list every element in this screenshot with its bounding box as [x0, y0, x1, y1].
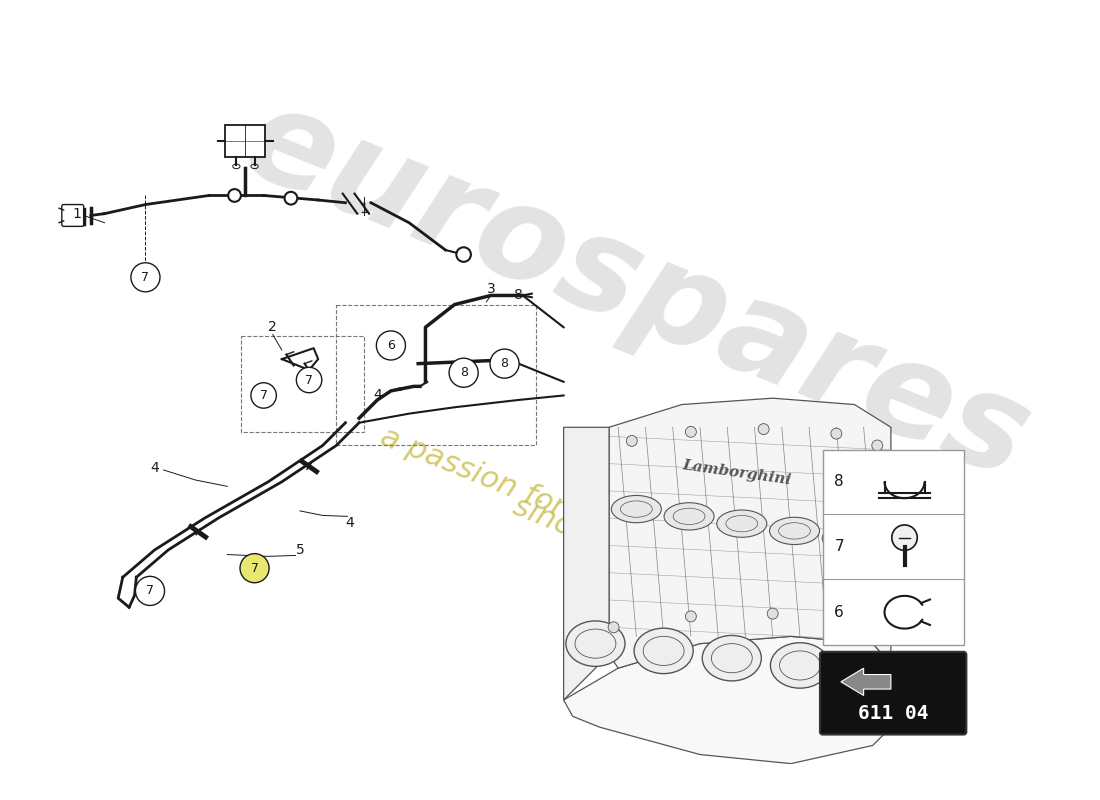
Circle shape — [376, 331, 406, 360]
FancyBboxPatch shape — [823, 450, 964, 646]
Text: 4: 4 — [151, 461, 158, 475]
Text: 6: 6 — [834, 605, 844, 620]
Text: 611 04: 611 04 — [858, 704, 928, 723]
Text: 6: 6 — [387, 339, 395, 352]
Text: since 1985: since 1985 — [508, 492, 673, 581]
Text: 4: 4 — [345, 516, 354, 530]
Circle shape — [768, 608, 778, 619]
Text: a passion for: a passion for — [376, 422, 569, 523]
Circle shape — [240, 554, 270, 582]
Text: 1: 1 — [360, 202, 368, 216]
Circle shape — [892, 525, 917, 550]
Text: 3: 3 — [486, 282, 495, 296]
FancyBboxPatch shape — [820, 652, 966, 734]
Text: 8: 8 — [834, 474, 844, 490]
Text: 7: 7 — [146, 585, 154, 598]
Ellipse shape — [634, 628, 693, 674]
Polygon shape — [840, 668, 891, 695]
Circle shape — [228, 189, 241, 202]
Ellipse shape — [612, 495, 661, 522]
Text: 7: 7 — [142, 270, 150, 284]
Circle shape — [758, 424, 769, 434]
Ellipse shape — [717, 510, 767, 538]
Circle shape — [456, 247, 471, 262]
FancyBboxPatch shape — [226, 125, 265, 158]
Text: eurospares: eurospares — [226, 76, 1047, 506]
Circle shape — [285, 192, 297, 205]
Text: 7: 7 — [305, 374, 314, 386]
Text: 8: 8 — [460, 366, 467, 379]
Polygon shape — [563, 427, 609, 700]
Circle shape — [135, 576, 165, 606]
Ellipse shape — [823, 525, 872, 552]
Text: 1: 1 — [73, 206, 81, 221]
Circle shape — [490, 349, 519, 378]
Text: 8: 8 — [500, 357, 508, 370]
Ellipse shape — [770, 518, 820, 545]
Text: 5: 5 — [296, 543, 305, 557]
Text: 7: 7 — [251, 562, 258, 574]
Circle shape — [685, 426, 696, 438]
Circle shape — [685, 611, 696, 622]
Text: Lamborghini: Lamborghini — [681, 458, 792, 487]
Circle shape — [251, 382, 276, 408]
Circle shape — [131, 262, 160, 292]
Circle shape — [849, 613, 860, 624]
Ellipse shape — [702, 635, 761, 681]
Text: 7: 7 — [834, 539, 844, 554]
Text: 4: 4 — [373, 389, 382, 402]
Circle shape — [449, 358, 478, 387]
Circle shape — [830, 428, 842, 439]
Circle shape — [872, 440, 882, 451]
Circle shape — [883, 629, 894, 640]
Circle shape — [626, 435, 637, 446]
Ellipse shape — [770, 642, 829, 688]
FancyBboxPatch shape — [62, 205, 84, 226]
Ellipse shape — [664, 502, 714, 530]
Text: 2: 2 — [268, 320, 277, 334]
Ellipse shape — [565, 621, 625, 666]
Circle shape — [608, 622, 619, 633]
Text: 7: 7 — [260, 389, 267, 402]
Text: 8: 8 — [514, 289, 522, 302]
Circle shape — [296, 367, 322, 393]
Polygon shape — [609, 398, 891, 668]
Polygon shape — [563, 636, 909, 764]
